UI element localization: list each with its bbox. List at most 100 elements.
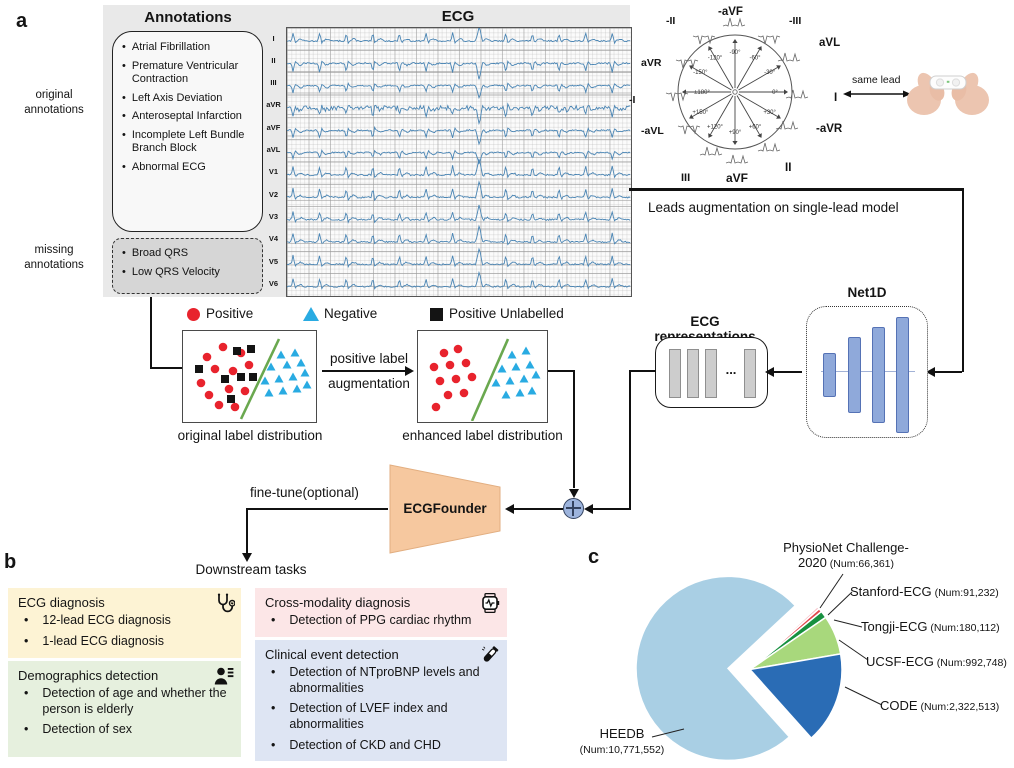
bullet: •: [24, 722, 29, 737]
negative-point: [507, 350, 517, 359]
task-card-item-text: Detection of sex: [42, 722, 133, 737]
task-card-item: • Detection of PPG cardiac rhythm: [263, 613, 499, 629]
positive-point: [228, 366, 238, 376]
positive-point: [224, 384, 234, 394]
negative-point: [278, 386, 288, 395]
task-card-item: • 1-lead ECG diagnosis: [16, 634, 233, 650]
test-tube-icon: [479, 644, 501, 671]
bullet: •: [24, 613, 29, 627]
pie-label-stanford-ecg: Stanford-ECG (Num:91,232): [850, 584, 999, 599]
pie-label-num: (Num:10,771,552): [579, 744, 665, 756]
axis-angle-label: 0°: [772, 90, 778, 96]
original-distribution-box: [182, 330, 317, 423]
mini-waveform: [677, 125, 701, 135]
legend-label: Negative: [324, 306, 378, 321]
arrowhead-into-repr: [765, 366, 774, 377]
task-card-clinical-event: Clinical event detection • Detection of NT…: [255, 640, 507, 761]
connector-repr-elbow-h: [629, 370, 656, 373]
pie-leader-line: [651, 728, 685, 738]
missing-annotation-item: • Low QRS Velocity: [122, 266, 257, 279]
leads-augmentation-label: Leads augmentation on single-lead model: [648, 200, 899, 215]
ecg-title: ECG: [441, 8, 475, 25]
ecg-trace-aVL: [286, 149, 631, 165]
connector-ecg-to-net1d-v: [961, 188, 964, 372]
negative-point: [300, 368, 310, 377]
net1d-label: Net1D: [847, 285, 887, 300]
negative-point: [260, 376, 270, 385]
legend-label: Positive Unlabelled: [449, 306, 564, 321]
arrowhead-into-net1d: [926, 366, 935, 377]
axis-center: [732, 89, 738, 95]
annotation-item: • Premature Ventricular Contraction: [122, 60, 257, 86]
ecg-trace-V2: [286, 180, 631, 202]
axis-arrow: [736, 49, 760, 89]
original-annotations-side-label: original annotations: [24, 89, 84, 116]
positive-point: [429, 362, 439, 372]
positive-point: [439, 348, 449, 358]
mini-waveform: [665, 92, 689, 102]
task-card-item: • Detection of LVEF index and abnormaliti…: [263, 701, 499, 732]
bullet: •: [122, 91, 126, 104]
task-card-item: • Detection of age and whether the person…: [16, 686, 233, 717]
representation-bar: [705, 349, 717, 398]
negative-point: [527, 386, 537, 395]
ecg-lead-label: aVL: [266, 145, 281, 154]
annotation-item-text: Abnormal ECG: [131, 160, 206, 173]
axis-angle-label: -120°: [708, 55, 723, 61]
mini-waveform: [725, 154, 749, 164]
pie-slice-heedb: [635, 575, 797, 762]
pie-label-num: (Num:91,232): [931, 587, 999, 599]
negative-point: [264, 388, 274, 397]
axis-angle-label: -30°: [764, 70, 776, 76]
ecgfounder-label: ECGFounder: [403, 501, 487, 516]
finetune-label: fine-tune(optional): [250, 485, 359, 500]
axis-arrow: [710, 95, 734, 135]
original-distribution-caption: original label distribution: [177, 428, 323, 443]
axis-arrowhead: [682, 89, 686, 95]
task-card-title: ECG diagnosis: [18, 595, 105, 610]
bullet: •: [271, 737, 276, 752]
ecg-representations-box: ...: [655, 337, 768, 408]
connector-into-net1d: [934, 370, 962, 373]
unlabelled-point: [249, 373, 257, 381]
task-card-title: Clinical event detection: [265, 647, 399, 662]
negative-point: [296, 358, 306, 367]
ecg-trace-V3: [286, 204, 631, 224]
negative-point: [519, 374, 529, 383]
axis-arrow: [736, 95, 760, 135]
same-lead-label: same lead: [852, 74, 901, 86]
lead-circle-label-avl: -aVL: [641, 125, 664, 137]
bullet: •: [24, 633, 29, 648]
ecg-trace-II: [286, 60, 631, 80]
task-card-item-text: 1-lead ECG diagnosis: [42, 633, 164, 648]
augmentation-arrow: [322, 369, 406, 372]
axis-angle-label: +150°: [692, 110, 709, 116]
missing-annotation-item-text: Low QRS Velocity: [131, 265, 220, 278]
arrowhead-into-plus-top: [569, 489, 579, 498]
positive-point: [443, 390, 453, 400]
positive-point: [453, 344, 463, 354]
positive-point: [218, 342, 228, 352]
axis-arrow: [692, 67, 732, 91]
net1d-box: [806, 306, 928, 438]
person-icon: [213, 665, 235, 692]
axis-arrowhead: [757, 133, 762, 138]
axis-arrow: [738, 67, 778, 91]
arrowhead-into-founder: [505, 503, 514, 514]
pie-label-ucsf-ecg: UCSF-ECG (Num:992,748): [866, 654, 1007, 669]
annotation-item-text: Atrial Fibrillation: [131, 41, 211, 53]
bullet: •: [122, 110, 126, 123]
task-card-item: • Detection of CKD and CHD: [263, 738, 499, 754]
axis-arrow: [738, 93, 778, 117]
mini-waveform: [777, 52, 801, 62]
pie-label-num: (Num:992,748): [933, 657, 1007, 669]
missing-annotations-box: • Broad QRS • Low QRS Velocity: [112, 238, 263, 294]
task-card-title: Cross-modality diagnosis: [265, 595, 411, 610]
legend-label: Positive: [206, 306, 254, 321]
axis-arrowhead: [732, 39, 738, 43]
axis-arrowhead: [689, 114, 694, 119]
task-card-item-text: Detection of NTproBNP levels and abnorma…: [289, 665, 480, 695]
task-card-item-text: Detection of age and whether the person …: [42, 686, 227, 716]
panel-a-label: a: [16, 10, 28, 32]
task-card-cross-modality: Cross-modality diagnosis • Detection of PP…: [255, 588, 507, 637]
